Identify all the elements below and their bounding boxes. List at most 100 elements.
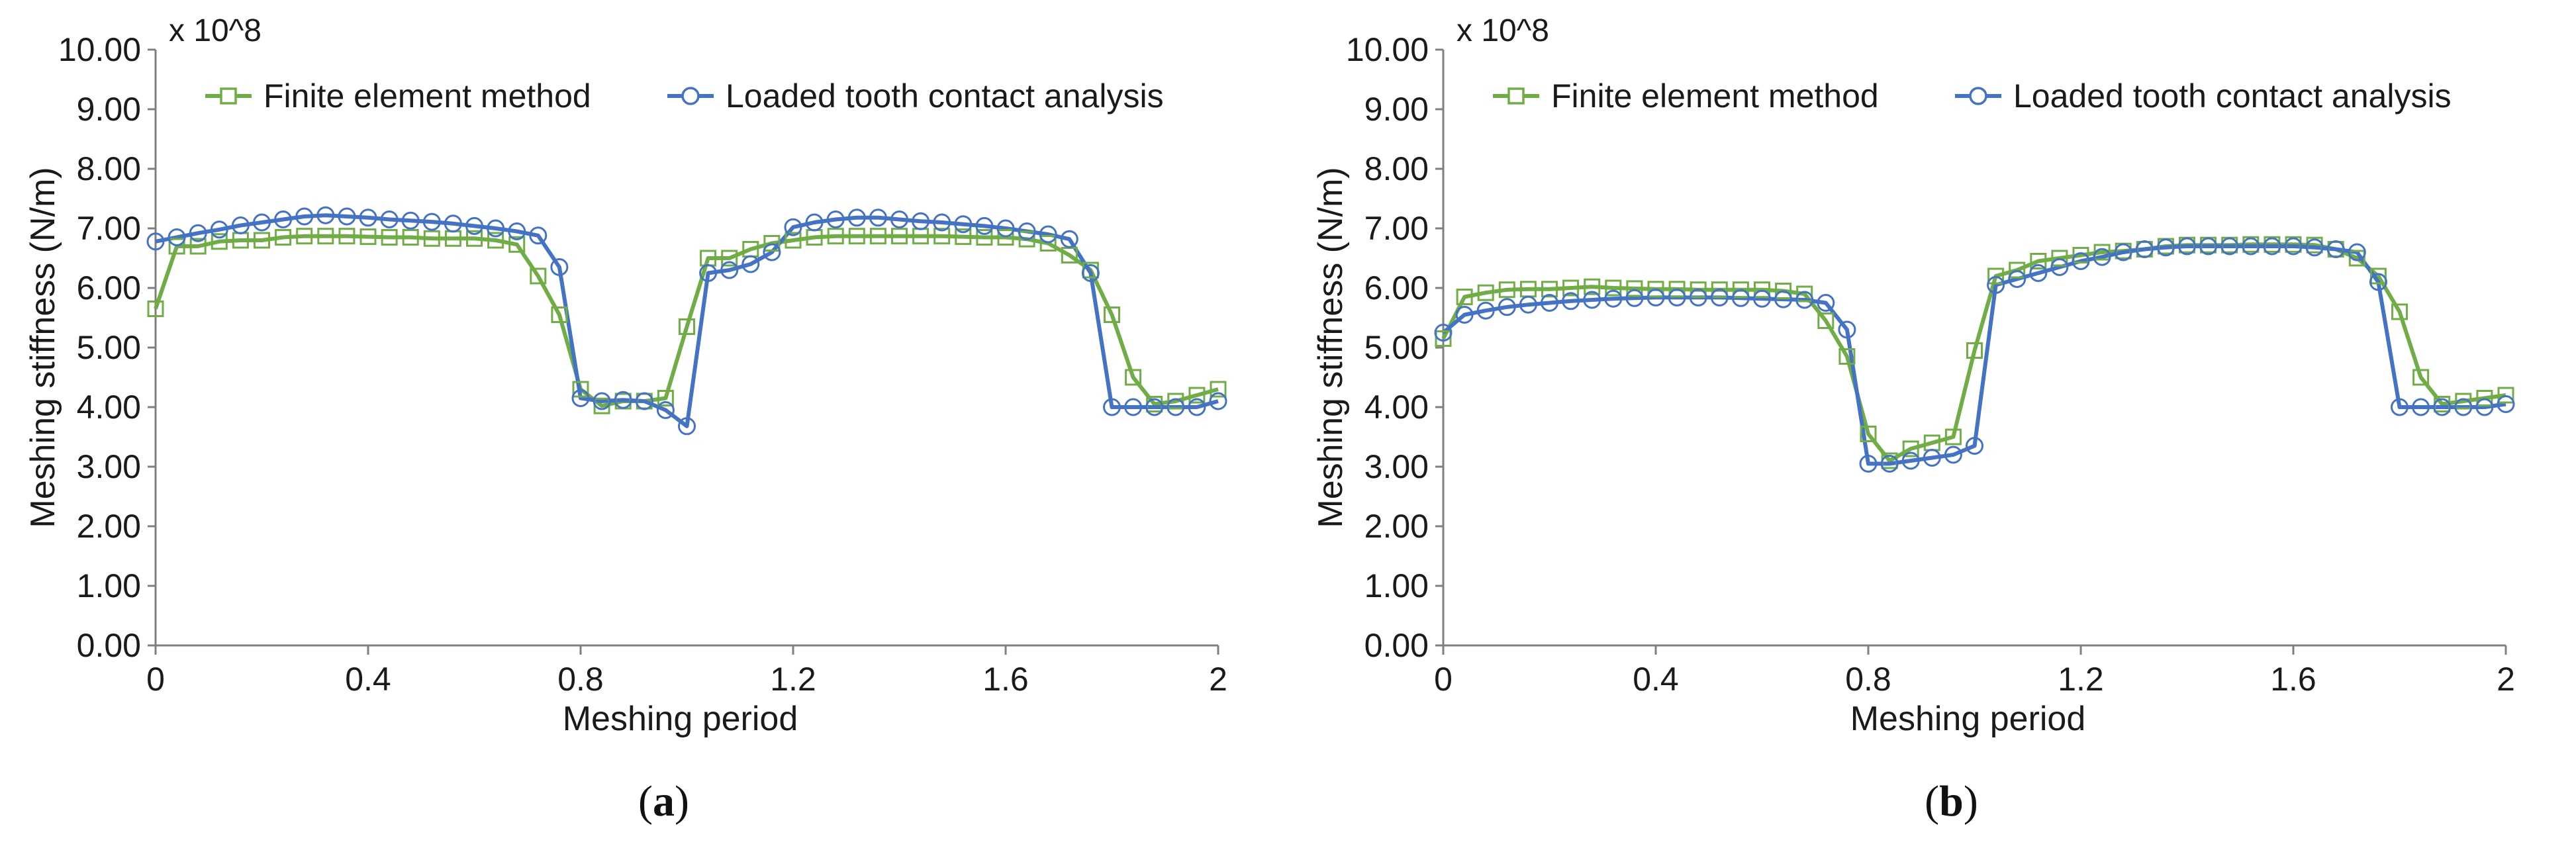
data-point-fem — [189, 238, 207, 255]
data-point-fem — [933, 228, 951, 245]
data-point-fem — [1732, 281, 1749, 299]
data-point-ltca — [1710, 288, 1729, 306]
caption-letter: a — [653, 777, 675, 825]
data-point-ltca — [338, 207, 356, 226]
data-point-ltca — [699, 264, 718, 282]
data-point-ltca — [1188, 398, 1206, 416]
data-point-ltca — [2475, 398, 2494, 416]
data-point-ltca — [167, 228, 186, 246]
data-point-ltca — [210, 220, 228, 239]
data-point-fem — [1860, 426, 1877, 442]
data-point-fem — [1647, 281, 1664, 298]
data-point-ltca — [2412, 398, 2430, 416]
data-point-ltca — [2199, 237, 2218, 256]
data-point-fem — [955, 228, 972, 246]
caption-open: ( — [1925, 777, 1939, 825]
data-point-ltca — [678, 417, 696, 436]
x-tick-label: 0.8 — [1845, 661, 1891, 698]
data-point-fem — [1817, 312, 1835, 329]
data-point-ltca — [380, 211, 399, 228]
y-tick-label: 7.00 — [1364, 210, 1429, 247]
y-tick-label: 4.00 — [77, 389, 141, 426]
data-point-fem — [2497, 387, 2514, 404]
data-point-ltca — [2454, 398, 2473, 416]
x-tick-label: 0 — [1434, 661, 1453, 698]
panel-caption: (b) — [1925, 777, 1978, 825]
legend-label: Loaded tooth contact analysis — [2013, 77, 2452, 115]
y-tick-label: 0.00 — [1364, 627, 1429, 664]
data-point-fem — [657, 390, 674, 406]
data-point-fem — [1944, 428, 1962, 446]
caption-open: ( — [638, 777, 653, 825]
data-point-fem — [551, 306, 568, 323]
caption-letter: b — [1939, 777, 1964, 825]
data-point-ltca — [487, 219, 505, 238]
data-point-ltca — [2114, 243, 2132, 261]
data-point-ltca — [826, 211, 845, 228]
data-point-ltca — [529, 226, 548, 245]
data-point-ltca — [1795, 291, 1814, 309]
data-point-fem — [869, 228, 886, 245]
caption-close: ) — [675, 777, 689, 825]
data-point-fem — [2476, 390, 2493, 406]
data-point-fem — [2369, 267, 2387, 285]
data-point-ltca — [1668, 288, 1686, 306]
data-point-ltca — [1541, 294, 1558, 312]
data-point-ltca — [1987, 276, 2005, 294]
data-point-fem — [211, 233, 228, 250]
data-point-fem — [402, 229, 419, 246]
legend-marker-circle — [1969, 87, 1987, 105]
data-point-ltca — [1646, 288, 1665, 306]
data-point-fem — [976, 229, 993, 246]
data-point-fem — [1668, 281, 1686, 298]
data-point-fem — [147, 301, 164, 317]
data-point-ltca — [550, 258, 569, 276]
legend-marker-circle — [681, 87, 700, 105]
data-point-ltca — [1209, 392, 1227, 410]
data-point-ltca — [847, 209, 866, 227]
data-point-fem — [1188, 387, 1206, 404]
legend-label: Loaded tooth contact analysis — [726, 77, 1164, 115]
data-point-ltca — [1124, 398, 1143, 416]
data-point-fem — [2072, 247, 2089, 263]
x-axis-title: Meshing period — [563, 700, 798, 738]
data-point-fem — [275, 229, 292, 246]
data-point-fem — [2412, 369, 2430, 386]
y-axis-title: Meshing stiffness (N/m) — [24, 167, 62, 528]
y-axis-title: Meshing stiffness (N/m) — [1312, 167, 1350, 528]
data-point-ltca — [2242, 237, 2260, 256]
x-tick-label: 1.2 — [2058, 661, 2104, 698]
y-tick-label: 1.00 — [77, 567, 141, 604]
data-point-fem — [2030, 253, 2047, 269]
caption-close: ) — [1964, 777, 1978, 825]
data-point-ltca — [635, 392, 653, 410]
y-multiplier-label: x 10^8 — [1456, 13, 1549, 48]
x-tick-label: 2 — [2497, 661, 2515, 698]
data-point-ltca — [2178, 237, 2196, 256]
data-point-fem — [827, 228, 844, 245]
data-point-fem — [1125, 369, 1142, 386]
data-point-ltca — [1625, 289, 1644, 307]
data-point-ltca — [763, 243, 781, 261]
data-point-ltca — [1583, 291, 1601, 309]
data-point-fem — [1987, 267, 2005, 285]
data-point-ltca — [656, 401, 675, 419]
data-point-ltca — [2072, 252, 2090, 270]
data-point-fem — [317, 228, 334, 245]
data-point-fem — [1902, 440, 1919, 457]
data-point-ltca — [933, 213, 951, 232]
data-point-fem — [1754, 281, 1770, 299]
data-point-ltca — [720, 261, 739, 279]
data-point-ltca — [444, 214, 462, 233]
data-point-ltca — [1167, 398, 1185, 416]
data-point-fem — [1477, 284, 1494, 301]
data-point-fem — [2348, 250, 2365, 267]
data-point-ltca — [1604, 289, 1623, 308]
data-point-ltca — [422, 212, 441, 231]
y-tick-label: 9.00 — [1364, 91, 1429, 128]
x-axis-title: Meshing period — [1850, 700, 2086, 738]
data-point-ltca — [146, 232, 165, 251]
legend-marker-square — [220, 87, 237, 105]
data-point-ltca — [2497, 395, 2515, 413]
panel-caption: (a) — [638, 777, 689, 825]
